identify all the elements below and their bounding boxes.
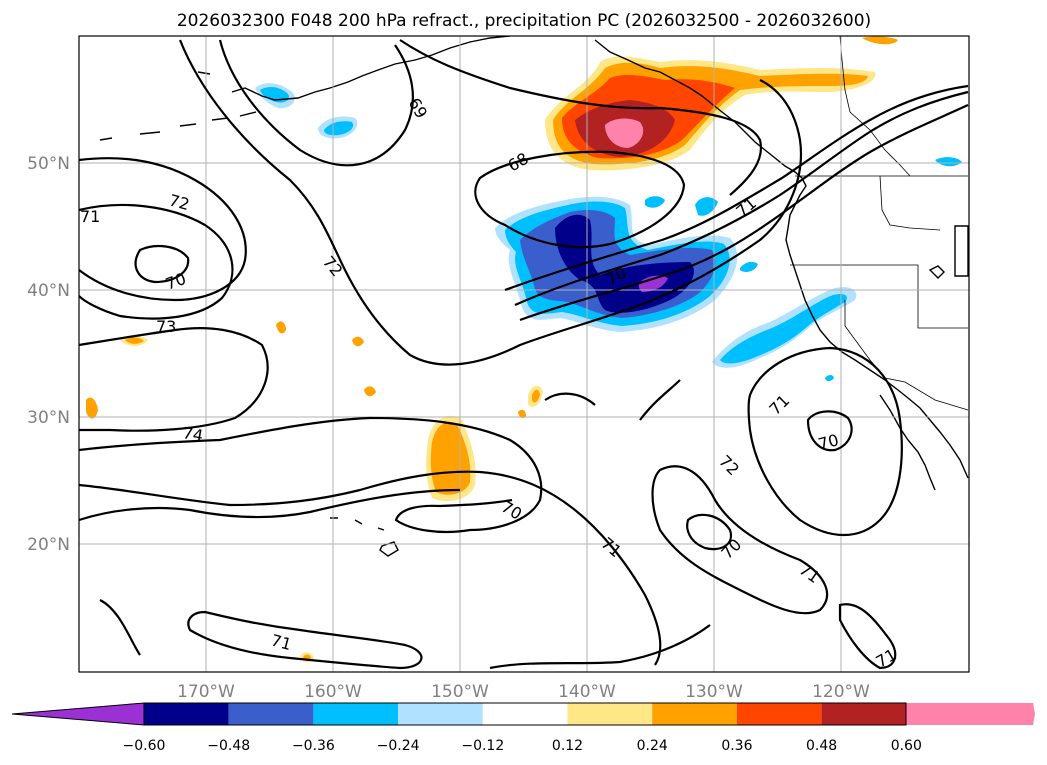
contour-label: 71 xyxy=(269,631,294,655)
colorbar: −0.60 −0.48 −0.36 −0.24 −0.12 0.12 0.24 … xyxy=(11,702,1035,754)
contour-label: 73 xyxy=(156,317,176,336)
colorbar-swatch xyxy=(313,703,399,725)
colorbar-swatch xyxy=(821,703,907,725)
contour-label: 71 xyxy=(80,207,100,226)
lon-label: 130°W xyxy=(685,682,743,702)
lat-label: 50°N xyxy=(27,154,70,174)
colorbar-swatch xyxy=(228,703,314,725)
contour-label: 70 xyxy=(816,430,841,454)
colorbar-swatch xyxy=(736,703,822,725)
lon-label: 170°W xyxy=(177,682,235,702)
precip-negative-central xyxy=(495,196,758,332)
colorbar-swatch xyxy=(482,703,568,725)
colorbar-tick: −0.48 xyxy=(207,738,250,754)
contour-label: 72 xyxy=(167,191,192,215)
colorbar-tick: 0.48 xyxy=(806,738,837,754)
colorbar-swatch xyxy=(567,703,653,725)
colorbar-tick: 0.24 xyxy=(637,738,668,754)
figure-title: 2026032300 F048 200 hPa refract., precip… xyxy=(177,11,871,31)
colorbar-extend-low xyxy=(11,702,145,726)
colorbar-tick: 0.36 xyxy=(721,738,752,754)
refractivity-contours xyxy=(79,39,969,670)
latitude-labels: 50°N 40°N 30°N 20°N xyxy=(27,154,70,555)
lat-label: 20°N xyxy=(27,535,70,555)
lat-label: 30°N xyxy=(27,408,70,428)
lon-label: 120°W xyxy=(812,682,870,702)
lon-label: 140°W xyxy=(558,682,616,702)
map-area: 69 68 72 71 70 72 73 74 71 70 72 71 70 7… xyxy=(79,36,969,672)
colorbar-swatch xyxy=(144,703,229,725)
colorbar-tick: −0.24 xyxy=(377,738,420,754)
contour-label: 74 xyxy=(181,423,204,445)
colorbar-tick: 0.12 xyxy=(552,738,583,754)
precip-negative-small xyxy=(255,83,962,381)
colorbar-tick: −0.12 xyxy=(461,738,504,754)
lat-label: 40°N xyxy=(27,281,70,301)
colorbar-tick: −0.60 xyxy=(123,738,166,754)
colorbar-swatch xyxy=(652,703,737,725)
longitude-labels: 170°W 160°W 150°W 140°W 130°W 120°W xyxy=(177,682,870,702)
colorbar-tick: −0.36 xyxy=(292,738,335,754)
lon-label: 160°W xyxy=(304,682,362,702)
colorbar-tick: 0.60 xyxy=(891,738,922,754)
colorbar-swatch xyxy=(906,703,1034,725)
coastlines xyxy=(99,36,969,557)
map-frame xyxy=(78,35,970,673)
lon-label: 150°W xyxy=(431,682,489,702)
colorbar-swatch xyxy=(398,703,483,725)
